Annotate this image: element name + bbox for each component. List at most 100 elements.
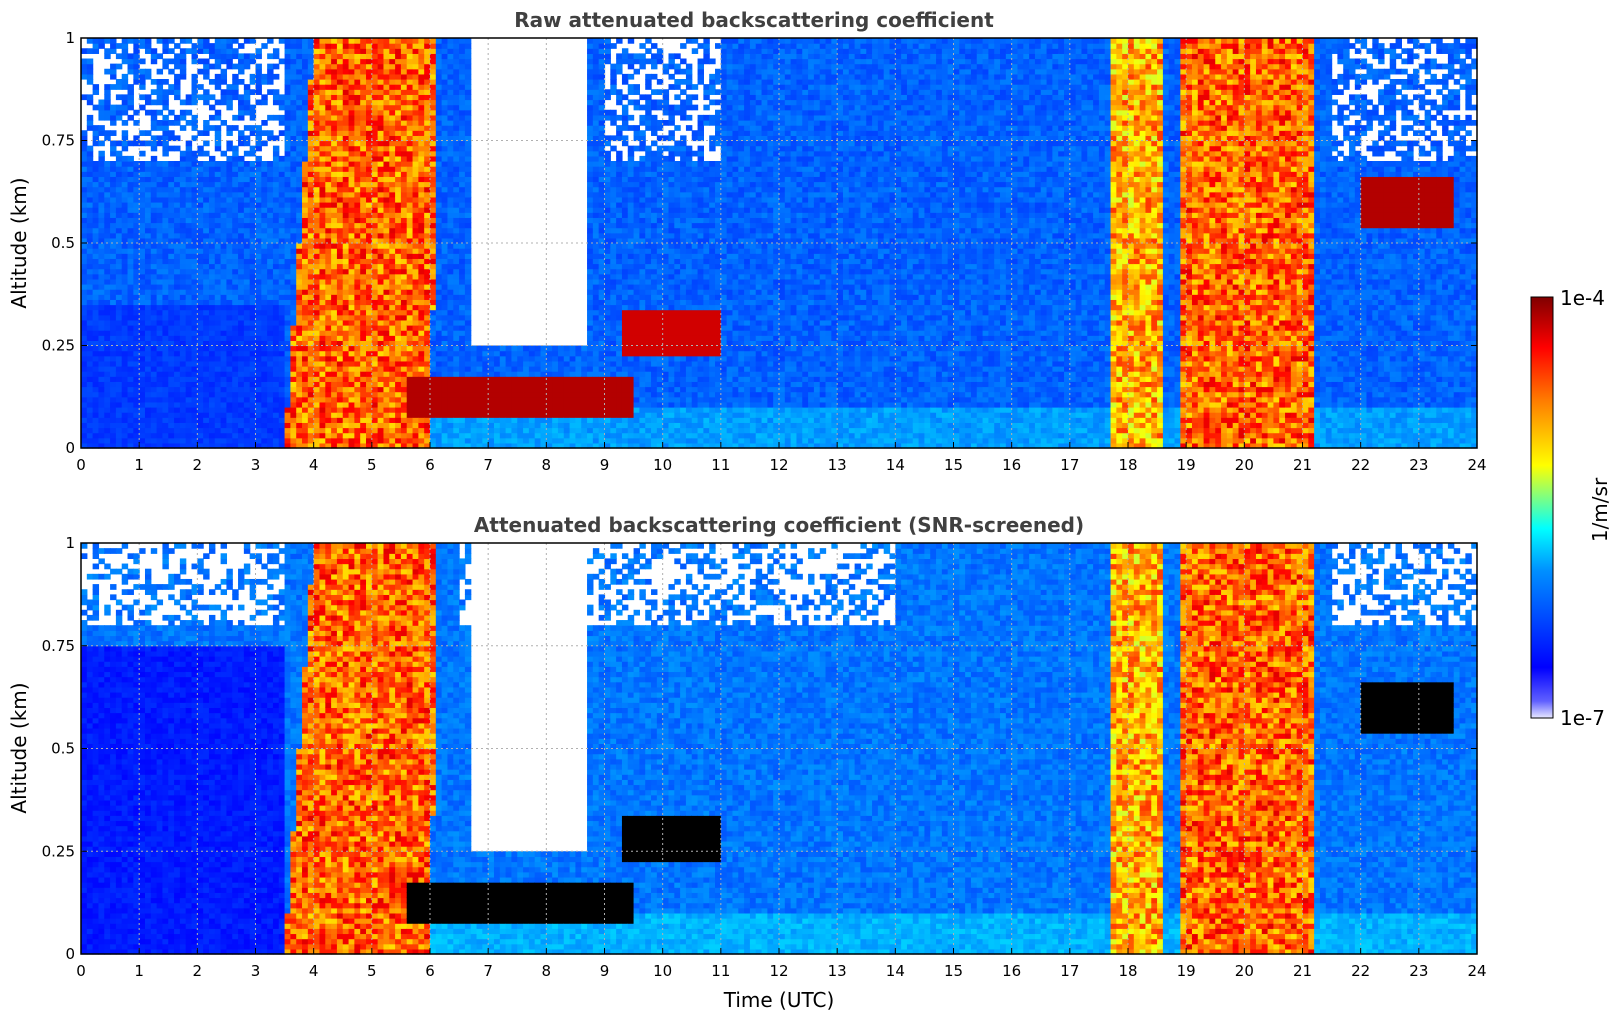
heatmap-cell — [302, 151, 308, 157]
heatmap-cell — [186, 243, 192, 249]
heatmap-cell — [383, 253, 389, 259]
heatmap-cell — [186, 176, 192, 182]
heatmap-cell — [186, 433, 192, 439]
heatmap-cell — [290, 94, 296, 100]
heatmap-cell — [180, 187, 186, 193]
heatmap-cell — [453, 305, 459, 311]
heatmap-cell — [267, 305, 273, 311]
heatmap-cell — [354, 356, 360, 362]
heatmap-cell — [407, 105, 413, 111]
heatmap-cell — [238, 110, 244, 116]
heatmap-cell — [232, 402, 238, 408]
heatmap-cell — [407, 274, 413, 280]
heatmap-cell — [157, 422, 163, 428]
heatmap-cell — [465, 115, 471, 121]
heatmap-cell — [104, 94, 110, 100]
heatmap-cell — [145, 100, 151, 106]
heatmap-cell — [174, 253, 180, 259]
heatmap-cell — [378, 217, 384, 223]
heatmap-cell — [273, 299, 279, 305]
heatmap-cell — [81, 330, 87, 336]
heatmap-cell — [372, 243, 378, 249]
heatmap-cell — [453, 387, 459, 393]
heatmap-cell — [128, 397, 134, 403]
heatmap-cell — [267, 294, 273, 300]
heatmap-cell — [87, 397, 93, 403]
heatmap-cell — [331, 146, 337, 152]
heatmap-cell — [296, 233, 302, 239]
heatmap-cell — [296, 279, 302, 285]
heatmap-cell — [273, 217, 279, 223]
heatmap-cell — [354, 207, 360, 213]
heatmap-cell — [145, 428, 151, 434]
heatmap-cell — [285, 89, 291, 95]
heatmap-cell — [128, 171, 134, 177]
heatmap-cell — [174, 202, 180, 208]
heatmap-cell — [116, 166, 122, 172]
heatmap-cell — [314, 64, 320, 70]
heatmap-cell — [162, 335, 168, 341]
heatmap-cell — [244, 310, 250, 316]
heatmap-cell — [453, 94, 459, 100]
heatmap-cell — [285, 351, 291, 357]
heatmap-cell — [430, 387, 436, 393]
heatmap-cell — [389, 392, 395, 398]
heatmap-cell — [459, 264, 465, 270]
heatmap-cell — [418, 53, 424, 59]
heatmap-cell — [360, 305, 366, 311]
heatmap-cell — [139, 243, 145, 249]
heatmap-cell — [226, 125, 232, 131]
heatmap-cell — [436, 74, 442, 80]
heatmap-cell — [180, 279, 186, 285]
heatmap-cell — [401, 192, 407, 198]
heatmap-cell — [256, 433, 262, 439]
heatmap-cell — [314, 279, 320, 285]
heatmap-cell — [232, 417, 238, 423]
heatmap-cell — [81, 289, 87, 295]
heatmap-cell — [215, 100, 221, 106]
heatmap-cell — [459, 422, 465, 428]
heatmap-cell — [453, 412, 459, 418]
heatmap-cell — [418, 105, 424, 111]
heatmap-cell — [360, 151, 366, 157]
heatmap-cell — [157, 248, 163, 254]
heatmap-cell — [244, 89, 250, 95]
heatmap-cell — [389, 422, 395, 428]
heatmap-cell — [151, 176, 157, 182]
heatmap-cell — [273, 371, 279, 377]
heatmap-cell — [430, 294, 436, 300]
heatmap-cell — [279, 422, 285, 428]
heatmap-cell — [290, 202, 296, 208]
heatmap-cell — [296, 243, 302, 249]
heatmap-cell — [226, 274, 232, 280]
heatmap-cell — [285, 105, 291, 111]
heatmap-cell — [354, 192, 360, 198]
heatmap-cell — [442, 192, 448, 198]
heatmap-cell — [314, 130, 320, 136]
heatmap-cell — [360, 381, 366, 387]
heatmap-cell — [285, 330, 291, 336]
heatmap-cell — [447, 253, 453, 259]
heatmap-cell — [360, 59, 366, 65]
heatmap-cell — [273, 330, 279, 336]
heatmap-cell — [325, 335, 331, 341]
heatmap-cell — [302, 428, 308, 434]
heatmap-cell — [343, 243, 349, 249]
heatmap-cell — [116, 187, 122, 193]
heatmap-cell — [453, 310, 459, 316]
heatmap-cell — [378, 407, 384, 413]
heatmap-cell — [128, 212, 134, 218]
heatmap-cell — [145, 294, 151, 300]
heatmap-cell — [389, 141, 395, 147]
heatmap-cell — [139, 335, 145, 341]
heatmap-cell — [407, 438, 413, 444]
heatmap-cell — [104, 182, 110, 188]
heatmap-cell — [465, 79, 471, 85]
heatmap-cell — [314, 366, 320, 372]
heatmap-cell — [215, 146, 221, 152]
heatmap-cell — [296, 197, 302, 203]
heatmap-cell — [319, 151, 325, 157]
heatmap-cell — [383, 279, 389, 285]
heatmap-cell — [331, 381, 337, 387]
heatmap-cell — [389, 361, 395, 367]
